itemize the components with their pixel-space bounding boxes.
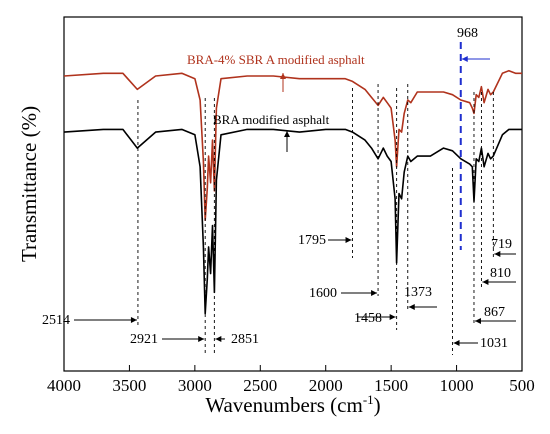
x-tick-label: 2500: [243, 376, 277, 395]
x-tick-label: 3000: [178, 376, 212, 395]
peak-label-2851: 2851: [231, 332, 259, 347]
peak-arrow-968-head: [461, 56, 468, 62]
peak-label-1458: 1458: [354, 311, 382, 326]
peak-arrow-2851-head: [215, 336, 222, 342]
series-arrow-bra-sbr-head: [280, 73, 286, 79]
peak-label-1600: 1600: [309, 286, 337, 301]
y-axis-title: Transmittance (%): [17, 106, 41, 262]
plot-frame: [63, 16, 523, 372]
peak-arrow-1795-head: [345, 237, 352, 243]
x-tick-label: 500: [509, 376, 535, 395]
peak-arrow-867-head: [474, 318, 481, 324]
series-line-bra: [63, 128, 522, 315]
peak-arrow-1458-head: [389, 314, 396, 320]
x-axis-title-close: ): [374, 393, 381, 417]
peak-arrow-2921-head: [198, 336, 205, 342]
peak-label-719: 719: [491, 237, 512, 252]
x-axis-title-superscript: -1: [363, 392, 374, 407]
x-tick-label: 2000: [309, 376, 343, 395]
series-label-bra: BRA modified asphalt: [213, 112, 330, 127]
peak-arrow-2514-head: [130, 317, 137, 323]
peak-label-1031: 1031: [480, 336, 508, 351]
x-tick-label: 1500: [374, 376, 408, 395]
x-axis-title-main: Wavenumbers (cm: [205, 393, 363, 417]
x-tick-label: 4000: [47, 376, 81, 395]
series-arrow-bra-head: [284, 131, 290, 137]
peak-arrow-719-head: [494, 251, 501, 257]
x-tick-label: 3500: [112, 376, 146, 395]
peak-label-810: 810: [490, 266, 511, 281]
peak-label-968: 968: [457, 26, 478, 41]
peak-label-2514: 2514: [42, 313, 70, 328]
peak-arrow-1031-head: [453, 340, 460, 346]
series-label-bra-sbr: BRA-4% SBR A modified asphalt: [187, 52, 365, 67]
peak-arrow-1373-head: [408, 304, 415, 310]
peak-label-867: 867: [484, 305, 505, 320]
peak-label-1373: 1373: [404, 285, 432, 300]
series-line-bra-sbr: [63, 69, 522, 221]
peak-label-2921: 2921: [130, 332, 158, 347]
peak-arrow-1600-head: [371, 290, 378, 296]
x-tick-label: 1000: [440, 376, 474, 395]
peak-label-1795: 1795: [298, 233, 326, 248]
x-axis-title: Wavenumbers (cm-1): [205, 392, 380, 417]
peak-arrow-810-head: [482, 279, 489, 285]
